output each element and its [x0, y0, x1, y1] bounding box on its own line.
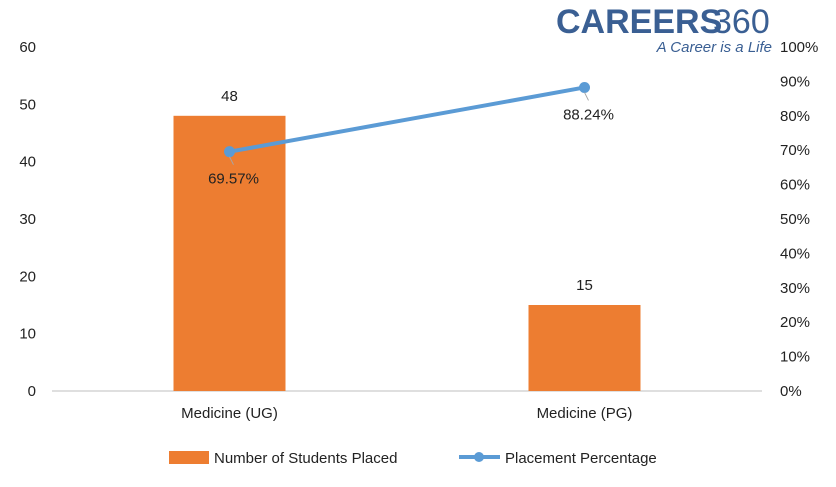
- brand-logo: CAREERS 360 A Career is a Life: [556, 3, 772, 56]
- line-point: [224, 146, 235, 158]
- right-axis-tick-label: 20%: [780, 314, 810, 331]
- right-axis-ticks: 0% 10% 20% 30% 40% 50% 60% 70% 80% 90% 100%: [780, 39, 818, 400]
- legend-line-marker: [474, 452, 484, 462]
- left-axis-tick-label: 40: [19, 154, 36, 171]
- legend-bar-label: Number of Students Placed: [214, 450, 397, 467]
- left-axis-tick-label: 50: [19, 96, 36, 113]
- right-axis-tick-label: 50%: [780, 211, 810, 228]
- bar-series: [173, 115, 641, 392]
- data-label-leader: [229, 156, 234, 165]
- left-axis-tick-label: 20: [19, 268, 36, 285]
- right-axis-tick-label: 0%: [780, 383, 802, 400]
- line-path: [229, 85, 585, 154]
- legend-bar-swatch: [169, 451, 209, 464]
- right-axis-tick-label: 100%: [780, 39, 818, 56]
- line-point: [579, 81, 590, 93]
- category-label: Medicine (PG): [537, 405, 633, 422]
- line-data-label: 69.57%: [208, 171, 259, 188]
- right-axis-tick-label: 40%: [780, 245, 810, 262]
- bar: [173, 115, 286, 392]
- left-axis-tick-label: 30: [19, 211, 36, 228]
- right-axis-tick-label: 10%: [780, 349, 810, 366]
- brand-tagline: A Career is a Life: [656, 39, 772, 56]
- left-axis-ticks: 0 10 20 30 40 50 60: [19, 39, 36, 400]
- line-series: [224, 81, 590, 158]
- right-axis-tick-label: 80%: [780, 108, 810, 125]
- bar-data-label: 15: [576, 277, 593, 294]
- right-axis-tick-label: 60%: [780, 177, 810, 194]
- bar-data-label: 48: [221, 88, 238, 105]
- brand-logo-number: 360: [713, 3, 770, 41]
- line-data-label: 88.24%: [563, 106, 614, 123]
- line-data-labels: 69.57% 88.24%: [208, 92, 614, 188]
- right-axis-tick-label: 90%: [780, 73, 810, 90]
- bar: [528, 305, 641, 391]
- left-axis-tick-label: 60: [19, 39, 36, 56]
- category-label: Medicine (UG): [181, 405, 278, 422]
- right-axis-tick-label: 70%: [780, 142, 810, 159]
- right-axis-tick-label: 30%: [780, 280, 810, 297]
- left-axis-tick-label: 10: [19, 326, 36, 343]
- legend-line-label: Placement Percentage: [505, 450, 657, 467]
- bar-data-labels: 48 15: [221, 88, 593, 294]
- legend: Number of Students Placed Placement Perc…: [169, 450, 657, 467]
- category-labels: Medicine (UG) Medicine (PG): [181, 405, 632, 422]
- brand-logo-word: CAREERS: [556, 3, 722, 41]
- data-label-leader: [584, 92, 589, 101]
- left-axis-tick-label: 0: [28, 383, 36, 400]
